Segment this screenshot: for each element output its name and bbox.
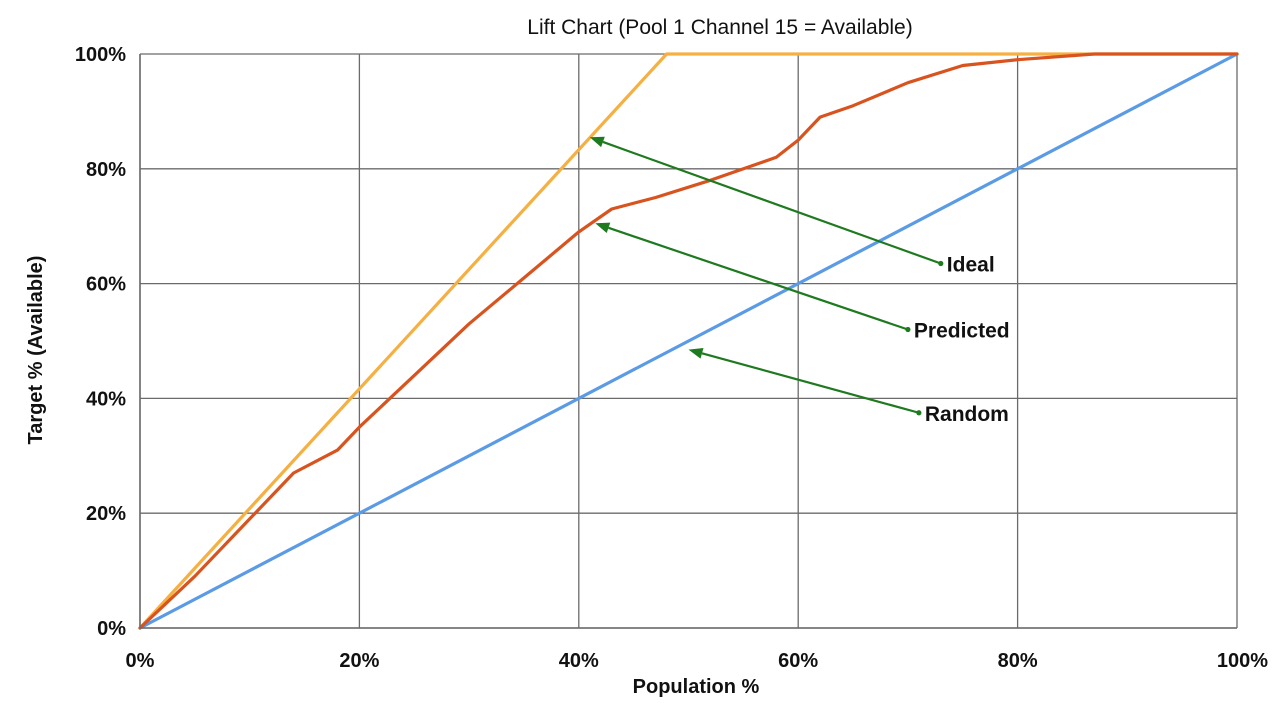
series-line-random	[138, 52, 1239, 630]
y-axis-label: Target % (Available)	[25, 256, 47, 445]
y-tick-label: 80%	[86, 159, 126, 181]
series-line-ideal	[138, 52, 1239, 630]
arrow-tail-dot-predicted	[905, 326, 911, 333]
annotation-arrow-ideal	[602, 140, 942, 265]
y-axis-ticks: 0% 20% 40% 60% 80% 100%	[75, 44, 126, 640]
annotation-arrow-predicted	[608, 226, 909, 331]
y-tick-label: 60%	[86, 274, 126, 296]
x-tick-label: 40%	[559, 650, 599, 672]
arrowhead-predicted	[595, 222, 611, 233]
y-tick-label: 40%	[86, 388, 126, 410]
series-line-predicted	[138, 52, 1239, 630]
x-tick-label: 20%	[339, 650, 379, 672]
series-lines	[138, 52, 1239, 630]
arrow-tail-dot-ideal	[938, 260, 944, 267]
chart-title: Lift Chart (Pool 1 Channel 15 = Availabl…	[527, 16, 912, 39]
y-tick-label: 20%	[86, 503, 126, 525]
y-tick-label: 100%	[75, 44, 126, 66]
plot-area	[139, 54, 1237, 629]
annotations: Ideal Predicted Random	[589, 136, 1010, 426]
annotation-label-ideal: Ideal	[947, 254, 995, 277]
arrowhead-ideal	[589, 136, 605, 148]
x-tick-label: 60%	[778, 650, 818, 672]
x-axis-ticks: 0% 20% 40% 60% 80% 100%	[126, 650, 1269, 672]
x-axis-label: Population %	[633, 676, 760, 698]
annotation-arrow-random	[701, 352, 920, 414]
x-tick-label: 80%	[998, 650, 1038, 672]
arrowhead-random	[688, 348, 704, 359]
x-tick-label: 0%	[126, 650, 155, 672]
x-tick-label: 100%	[1217, 650, 1268, 672]
annotation-label-random: Random	[925, 403, 1009, 426]
annotation-label-predicted: Predicted	[914, 320, 1010, 343]
y-tick-label: 0%	[97, 618, 126, 640]
arrow-tail-dot-random	[916, 410, 922, 416]
